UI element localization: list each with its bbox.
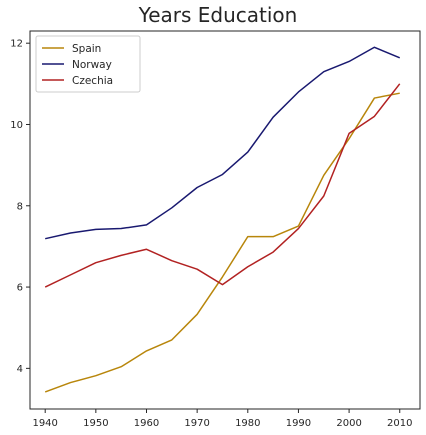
x-tick-label: 2000 <box>336 418 361 429</box>
x-tick-label: 1990 <box>286 418 311 429</box>
chart-title: Years Education <box>138 3 298 27</box>
legend-label-norway: Norway <box>72 59 112 71</box>
y-tick-label: 4 <box>17 364 23 375</box>
legend <box>35 35 141 93</box>
x-tick-label: 1980 <box>235 418 260 429</box>
y-tick-label: 8 <box>17 201 23 212</box>
x-tick-label: 1960 <box>134 418 159 429</box>
y-tick-label: 12 <box>10 39 23 50</box>
y-tick-label: 10 <box>10 120 23 131</box>
plot-frame <box>29 30 421 410</box>
x-tick-label: 2010 <box>387 418 412 429</box>
y-tick-label: 6 <box>17 283 23 294</box>
x-tick-label: 1950 <box>83 418 108 429</box>
x-tick-label: 1970 <box>184 418 209 429</box>
plot-area: 1940 1950 1960 1970 1980 1990 2000 2010 4 6 8 10 12 S… <box>10 30 421 429</box>
series-line-czechia <box>44 83 401 288</box>
legend-label-czechia: Czechia <box>72 75 113 87</box>
legend-label-spain: Spain <box>72 43 101 55</box>
x-tick-label: 1940 <box>32 418 57 429</box>
